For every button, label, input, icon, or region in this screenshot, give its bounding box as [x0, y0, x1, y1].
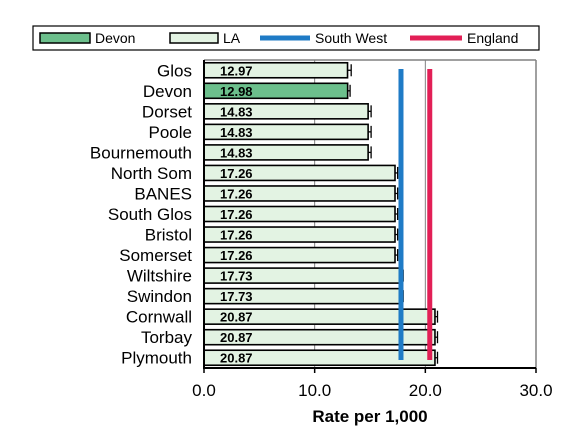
data-label: 17.26	[220, 207, 253, 222]
category-label: Somerset	[119, 246, 192, 265]
legend-swatch-devon	[39, 32, 91, 44]
category-label: South Glos	[108, 205, 192, 224]
data-label: 17.26	[220, 186, 253, 201]
category-label: Cornwall	[126, 308, 192, 327]
x-tick-label: 10.0	[298, 381, 331, 400]
data-label: 17.26	[220, 166, 253, 181]
category-label: Bournemouth	[90, 143, 192, 162]
category-label: Devon	[143, 82, 192, 101]
data-label: 20.87	[220, 330, 253, 345]
x-tick-label: 0.0	[192, 381, 216, 400]
category-label: Torbay	[141, 328, 193, 347]
x-axis-title: Rate per 1,000	[312, 407, 427, 426]
data-label: 12.98	[220, 84, 253, 99]
legend: Devon LA South West England	[32, 25, 540, 51]
data-label: 12.97	[220, 63, 253, 78]
plot-area: 12.97 Glos 12.98 Devon 14.83 Dorset 14.83 Poole…	[90, 59, 537, 368]
data-label: 14.83	[220, 145, 253, 160]
category-label: Bristol	[145, 226, 192, 245]
category-label: Swindon	[127, 287, 192, 306]
x-tick-label: 20.0	[409, 381, 442, 400]
legend-label: South West	[315, 30, 387, 46]
data-label: 17.73	[220, 289, 253, 304]
data-label: 17.26	[220, 228, 253, 243]
legend-label: Devon	[95, 30, 135, 46]
x-tick-label: 30.0	[519, 381, 552, 400]
category-label: BANES	[134, 184, 192, 203]
data-label: 20.87	[220, 351, 253, 366]
legend-label: England	[467, 30, 518, 46]
category-label: Plymouth	[121, 349, 192, 368]
category-label: Dorset	[142, 102, 192, 121]
category-label: Wiltshire	[127, 267, 192, 286]
legend-label: LA	[223, 30, 241, 46]
data-label: 14.83	[220, 125, 253, 140]
data-label: 17.26	[220, 248, 253, 263]
x-axis: 0.0 10.0 20.0 30.0 Rate per 1,000	[192, 60, 553, 426]
data-label: 14.83	[220, 104, 253, 119]
category-label: Poole	[149, 123, 192, 142]
category-label: North Som	[111, 164, 192, 183]
category-label: Glos	[157, 61, 192, 80]
data-label: 20.87	[220, 310, 253, 325]
data-label: 17.73	[220, 269, 253, 284]
legend-swatch-la	[169, 32, 219, 44]
